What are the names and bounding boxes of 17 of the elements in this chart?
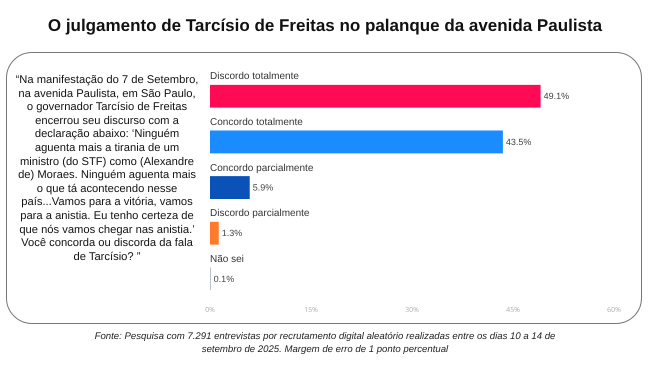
y-tick-label: Não sei [210, 254, 244, 265]
bar [210, 130, 503, 154]
data-label: 1.3% [222, 228, 242, 238]
y-tick-label: Concordo parcialmente [210, 163, 314, 174]
source-note: Fonte: Pesquisa com 7.291 entrevistas por recrutamento digital aleatório realizadas entre os dias 10 a 14 de setembro de 2025. Margem de erro de 1 ponto percentual [94, 330, 556, 356]
chart-title: O julgamento de Tarcísio de Freitas no palanque da avenida Paulista [46, 16, 604, 36]
bar [210, 222, 219, 245]
bar [210, 176, 250, 199]
data-label: 0.1% [214, 274, 234, 284]
y-tick-label: Concordo totalmente [210, 117, 304, 128]
data-label: 49.1% [544, 91, 570, 102]
bar [210, 84, 541, 108]
y-tick-label: Discordo totalmente [210, 71, 300, 82]
data-label: 43.5% [506, 136, 532, 147]
data-label: 5.9% [252, 182, 274, 193]
y-tick-label: Discordo parcialmente [210, 208, 310, 219]
text: “Na manifestação do 7 de Setembro, na avenida Paulista, em São Paulo, o governador Tarcísio de Freitas encerrou seu discurso com a declaração abaixo: ‘Ninguém aguenta mais a tirania de um ministro (do STF) como (Alexandre de) Moraes. Ninguém aguenta mais o que tá acontecendo nesse país...Vamos para a vitória, vamos para a anistia. Eu tenho certeza de que nós vamos chegar nas anistia.’ Você concorda ou discorda da fala de Tarcísio? ” [16, 74, 198, 263]
